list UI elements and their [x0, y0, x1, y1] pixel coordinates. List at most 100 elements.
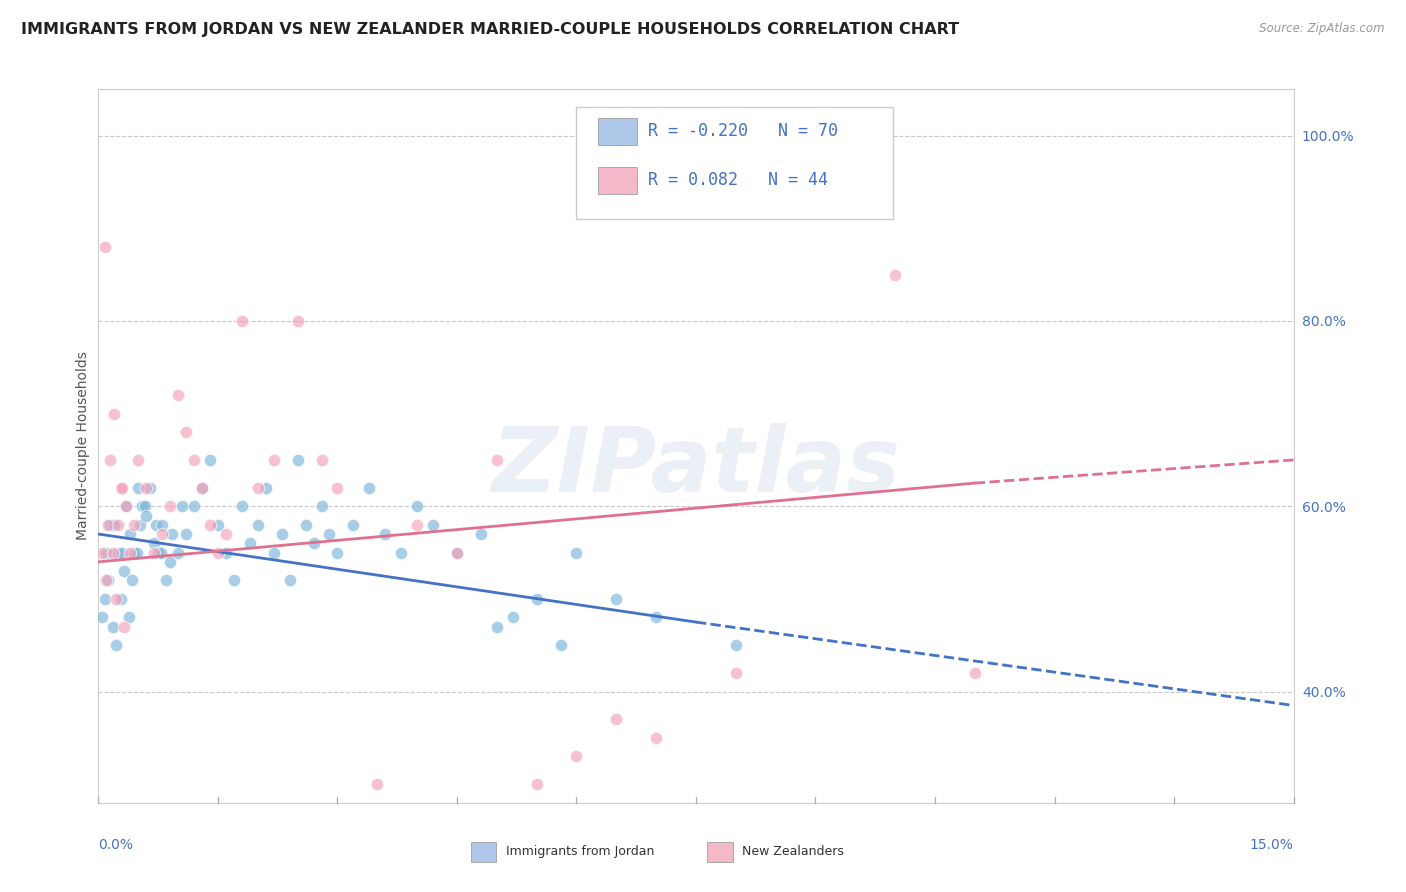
Point [191, 481, 214, 495]
Point [149, 545, 172, 559]
Point [150, 527, 173, 541]
Point [222, 574, 245, 588]
Text: Immigrants from Jordan: Immigrants from Jordan [506, 846, 655, 858]
Point [107, 517, 129, 532]
Point [107, 545, 129, 559]
Point [326, 545, 349, 559]
Point [111, 481, 134, 495]
Point [127, 453, 149, 467]
Point [167, 545, 190, 559]
Point [191, 481, 214, 495]
Point [131, 500, 153, 514]
Point [724, 638, 747, 652]
Point [174, 425, 197, 439]
Point [159, 500, 181, 514]
Point [91, 610, 114, 624]
Point [215, 545, 238, 559]
Point [359, 481, 381, 495]
Point [287, 314, 309, 328]
Point [98, 453, 122, 467]
Point [94, 240, 117, 254]
Point [139, 481, 162, 495]
Point [645, 610, 668, 624]
Point [246, 481, 269, 495]
Point [104, 591, 127, 606]
Point [115, 500, 138, 514]
Text: 15.0%: 15.0% [1250, 838, 1294, 852]
Point [120, 527, 142, 541]
Point [127, 481, 149, 495]
Point [101, 620, 124, 634]
Point [198, 517, 221, 532]
Point [167, 388, 190, 402]
Point [121, 574, 143, 588]
Point [326, 481, 349, 495]
Point [160, 527, 183, 541]
Point [422, 517, 444, 532]
Point [446, 545, 468, 559]
Point [103, 407, 125, 421]
Point [135, 508, 157, 523]
Text: ZIPatlas: ZIPatlas [492, 424, 900, 511]
Point [263, 545, 285, 559]
Point [207, 517, 229, 532]
Y-axis label: Married-couple Households: Married-couple Households [76, 351, 90, 541]
Point [110, 591, 132, 606]
Point [565, 545, 588, 559]
Point [470, 527, 492, 541]
Point [526, 777, 548, 791]
Point [94, 591, 117, 606]
Point [148, 545, 170, 559]
Point [150, 517, 173, 532]
Point [270, 527, 292, 541]
Point [183, 453, 205, 467]
Point [254, 481, 277, 495]
Point [124, 517, 146, 532]
Point [605, 591, 627, 606]
Point [155, 574, 177, 588]
Point [502, 610, 524, 624]
Point [311, 453, 333, 467]
Point [174, 527, 197, 541]
Point [110, 481, 132, 495]
Point [143, 536, 166, 550]
Point [120, 545, 142, 559]
Point [342, 517, 364, 532]
Point [172, 500, 194, 514]
Point [446, 545, 468, 559]
Point [97, 574, 120, 588]
Point [374, 527, 396, 541]
Point [118, 610, 141, 624]
Point [112, 620, 135, 634]
Point [111, 545, 134, 559]
Point [91, 545, 114, 559]
Text: 0.0%: 0.0% [98, 838, 134, 852]
Point [302, 536, 325, 550]
Point [963, 666, 986, 681]
Text: IMMIGRANTS FROM JORDAN VS NEW ZEALANDER MARRIED-COUPLE HOUSEHOLDS CORRELATION CH: IMMIGRANTS FROM JORDAN VS NEW ZEALANDER … [21, 22, 959, 37]
Point [159, 555, 181, 569]
Point [318, 527, 340, 541]
Point [565, 749, 588, 764]
Point [124, 545, 146, 559]
Point [366, 777, 388, 791]
Point [96, 545, 118, 559]
Point [103, 517, 125, 532]
Point [389, 545, 412, 559]
Point [485, 453, 508, 467]
Point [294, 517, 316, 532]
Point [406, 500, 429, 514]
Point [128, 517, 150, 532]
Point [101, 545, 124, 559]
Point [104, 638, 127, 652]
Point [605, 712, 627, 726]
Point [143, 545, 166, 559]
Point [98, 517, 122, 532]
Point [263, 453, 285, 467]
Text: Source: ZipAtlas.com: Source: ZipAtlas.com [1260, 22, 1385, 36]
Point [125, 545, 148, 559]
Point [724, 666, 747, 681]
Point [198, 453, 221, 467]
Point [115, 500, 138, 514]
Point [485, 620, 508, 634]
